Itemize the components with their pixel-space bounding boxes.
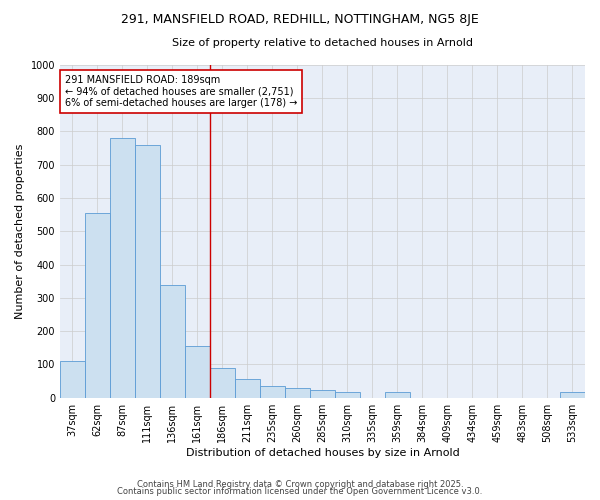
Bar xyxy=(185,346,210,398)
Text: Contains HM Land Registry data © Crown copyright and database right 2025.: Contains HM Land Registry data © Crown c… xyxy=(137,480,463,489)
Text: 291, MANSFIELD ROAD, REDHILL, NOTTINGHAM, NG5 8JE: 291, MANSFIELD ROAD, REDHILL, NOTTINGHAM… xyxy=(121,12,479,26)
Text: Contains public sector information licensed under the Open Government Licence v3: Contains public sector information licen… xyxy=(118,487,482,496)
Bar xyxy=(310,390,335,398)
Bar xyxy=(260,386,285,398)
Y-axis label: Number of detached properties: Number of detached properties xyxy=(15,144,25,319)
Bar xyxy=(285,388,310,398)
Bar xyxy=(335,392,360,398)
Bar xyxy=(60,361,85,398)
Bar xyxy=(110,138,135,398)
Bar xyxy=(135,145,160,398)
Bar xyxy=(85,213,110,398)
X-axis label: Distribution of detached houses by size in Arnold: Distribution of detached houses by size … xyxy=(185,448,460,458)
Bar xyxy=(560,392,585,398)
Bar xyxy=(385,392,410,398)
Bar xyxy=(160,284,185,398)
Text: 291 MANSFIELD ROAD: 189sqm
← 94% of detached houses are smaller (2,751)
6% of se: 291 MANSFIELD ROAD: 189sqm ← 94% of deta… xyxy=(65,75,298,108)
Bar xyxy=(235,380,260,398)
Bar xyxy=(210,368,235,398)
Title: Size of property relative to detached houses in Arnold: Size of property relative to detached ho… xyxy=(172,38,473,48)
